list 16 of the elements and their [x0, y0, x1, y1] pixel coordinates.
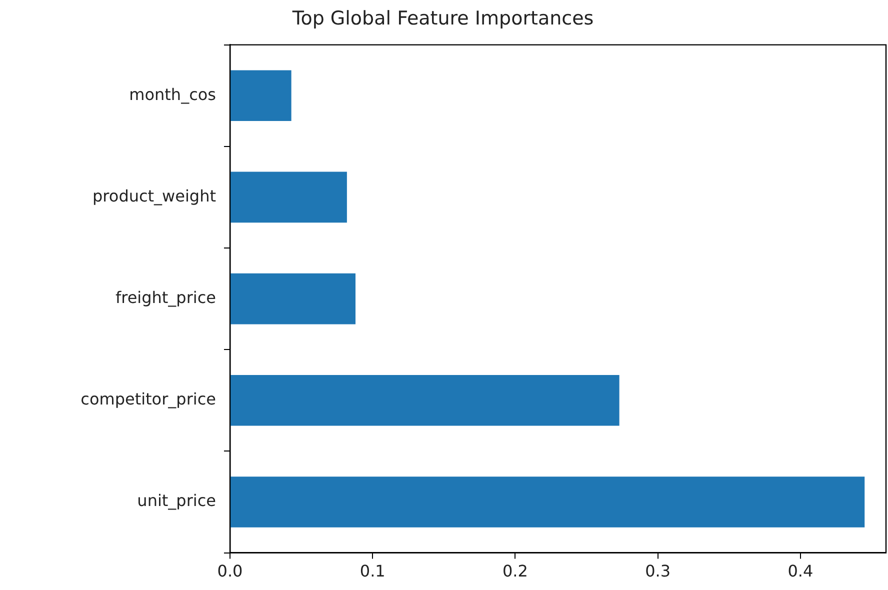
x-tick-label: 0.2: [502, 562, 528, 581]
x-tick-label: 0.0: [217, 562, 243, 581]
y-tick-label: product_weight: [92, 186, 216, 206]
x-tick-label: 0.4: [788, 562, 814, 581]
bar: [230, 476, 865, 528]
chart-title: Top Global Feature Importances: [291, 7, 594, 30]
bar: [230, 273, 356, 324]
y-tick-label: freight_price: [115, 288, 216, 307]
bar: [230, 70, 292, 121]
x-tick-label: 0.3: [645, 562, 671, 581]
y-tick-label: unit_price: [137, 491, 216, 510]
bar: [230, 172, 347, 223]
y-tick-label: month_cos: [129, 84, 216, 104]
y-tick-label: competitor_price: [80, 390, 216, 409]
bar: [230, 375, 620, 426]
x-tick-label: 0.1: [360, 562, 386, 581]
